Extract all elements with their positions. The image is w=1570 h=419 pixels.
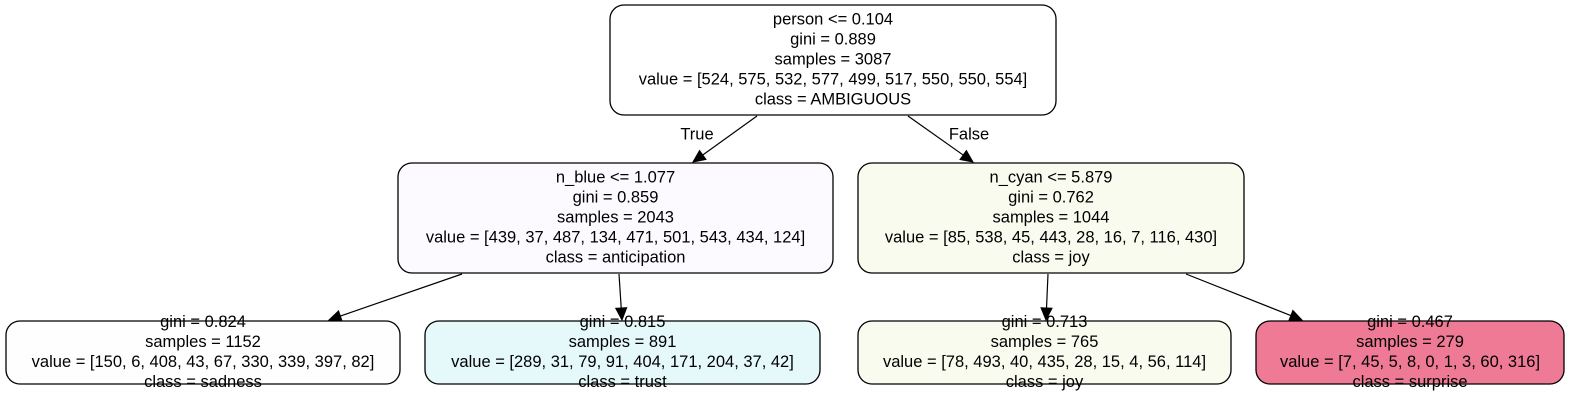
arrowhead-icon [1040,307,1053,322]
edge-root-to-left: True [680,115,758,163]
node-text-line: value = [439, 37, 487, 134, 471, 501, 54… [426,228,805,246]
node-text-line: class = AMBIGUOUS [755,90,911,108]
node-text-line: gini = 0.713 [1002,313,1088,331]
node-text-line: value = [78, 493, 40, 435, 28, 15, 4, 56… [883,353,1206,371]
node-text-line: samples = 1044 [993,208,1110,226]
node-text-line: class = joy [1012,248,1090,266]
node-text-line: samples = 2043 [557,208,674,226]
arrowhead-icon [692,149,707,163]
node-box [857,320,1232,385]
node-text-line: person <= 0.104 [773,10,893,28]
node-text-line: gini = 0.815 [580,313,666,331]
arrowhead-icon [614,307,628,322]
node-text-line: gini = 0.889 [790,30,876,48]
arrowhead-icon [959,149,974,163]
tree-node-leaf-sadness: gini = 0.824 samples = 1152 value = [150, … [5,313,401,391]
node-text-line: samples = 3087 [775,50,892,68]
edge-label: False [949,125,989,143]
arrowhead-icon [327,309,343,322]
node-text-line: value = [85, 538, 45, 443, 28, 16, 7, 11… [885,228,1217,246]
arrowhead-icon [1288,309,1304,322]
node-box [1255,320,1565,385]
edge-line [1185,273,1292,317]
edge-right-to-leaf-surprise [1185,273,1304,322]
edge-left-to-leaf-sadness [327,273,463,322]
edge-label: True [680,125,713,143]
node-box [5,320,401,385]
tree-node-leaf-surprise: gini = 0.467 samples = 279 value = [7, 45,… [1255,313,1565,391]
node-text-line: samples = 765 [991,333,1099,351]
tree-node-left: n_blue <= 1.077 gini = 0.859 samples = 204… [397,162,834,274]
edge-left-to-leaf-trust [614,273,628,322]
node-box [397,162,834,274]
node-text-line: n_blue <= 1.077 [556,168,675,186]
node-box [857,162,1245,274]
edge-line [618,273,622,309]
node-text-line: gini = 0.762 [1008,188,1094,206]
tree-node-right: n_cyan <= 5.879 gini = 0.762 samples = 104… [857,162,1245,274]
node-box [609,4,1057,116]
tree-node-leaf-joy: gini = 0.713 samples = 765 value = [78, 49… [857,313,1232,391]
edge-line [702,115,758,156]
edge-root-to-right: False [907,115,989,163]
node-text-line: class = sadness [144,373,262,391]
node-text-line: value = [7, 45, 5, 8, 0, 1, 3, 60, 316] [1280,353,1540,371]
tree-node-leaf-trust: gini = 0.815 samples = 891 value = [289, 3… [424,313,821,391]
tree-node-root: person <= 0.104 gini = 0.889 samples = 308… [609,4,1057,116]
node-text-line: value = [289, 31, 79, 91, 404, 171, 204,… [451,353,794,371]
node-text-line: gini = 0.859 [573,188,659,206]
node-text-line: class = joy [1006,373,1084,391]
node-text-line: class = anticipation [546,248,686,266]
edge-line [1045,273,1049,309]
node-text-line: class = trust [578,373,667,391]
node-text-line: samples = 1152 [145,333,261,351]
edge-line [340,273,463,317]
node-text-line: gini = 0.467 [1367,313,1453,331]
node-box [424,320,821,385]
node-text-line: gini = 0.824 [160,313,246,331]
node-text-line: class = surprise [1352,373,1467,391]
node-text-line: samples = 891 [569,333,677,351]
node-text-line: value = [524, 575, 532, 577, 499, 517, 5… [639,70,1028,88]
node-text-line: value = [150, 6, 408, 43, 67, 330, 339, … [32,353,375,371]
edge-line [907,115,964,156]
node-text-line: samples = 279 [1356,333,1464,351]
edge-right-to-leaf-joy [1040,273,1053,322]
node-text-line: n_cyan <= 5.879 [990,168,1113,186]
